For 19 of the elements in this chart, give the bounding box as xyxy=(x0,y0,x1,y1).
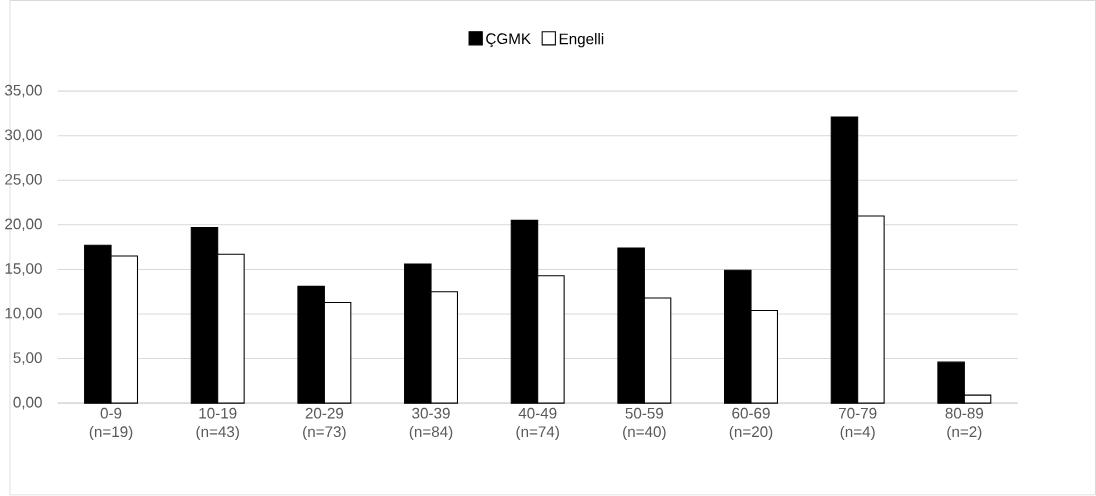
x-tick-label: 20-29 (n=73) xyxy=(303,408,346,441)
x-tick-label: 40-49 (n=74) xyxy=(516,408,559,441)
x-tick-label: 60-69 (n=20) xyxy=(729,408,773,441)
legend-label: ÇGMK xyxy=(486,33,531,48)
y-tick-label: 0,00 xyxy=(13,397,42,410)
x-tick-label: 50-59 (n=40) xyxy=(623,408,666,441)
y-tick-label: 35,00 xyxy=(5,85,42,98)
x-tick-label: 30-39 (n=84) xyxy=(409,408,453,441)
y-tick-label: 5,00 xyxy=(13,352,42,366)
x-tick-label: 70-79 (n=4) xyxy=(839,408,877,441)
legend-label: Engelli xyxy=(559,33,604,48)
y-tick-label: 10,00 xyxy=(5,307,42,321)
y-tick-label: 25,00 xyxy=(5,174,42,187)
y-tick-label: 30,00 xyxy=(5,129,42,143)
y-tick-label: 20,00 xyxy=(5,218,42,232)
x-tick-label: 10-19 (n=43) xyxy=(196,408,239,441)
x-tick-label: 0-9 (n=19) xyxy=(89,408,133,441)
y-tick-label: 15,00 xyxy=(5,263,42,276)
x-tick-label: 80-89 (n=2) xyxy=(945,408,984,441)
